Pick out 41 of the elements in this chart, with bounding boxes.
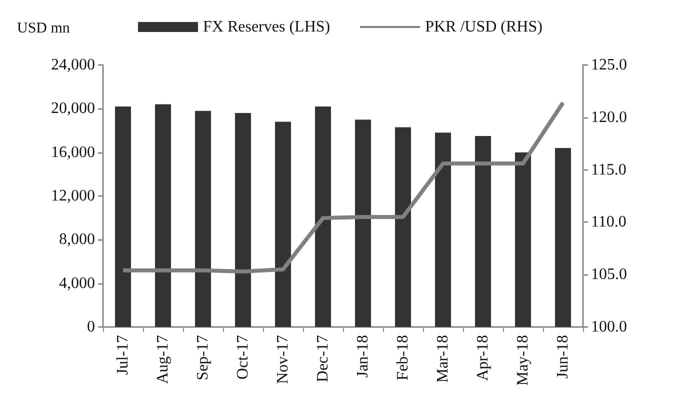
line-series xyxy=(121,100,565,274)
bar xyxy=(115,106,131,327)
x-tick-label: Mar-18 xyxy=(434,335,452,383)
y2-tick-label: 120.0 xyxy=(591,108,627,126)
bar xyxy=(555,148,571,327)
y2-tick-label: 105.0 xyxy=(591,266,627,284)
bar xyxy=(195,110,211,327)
y-tick-label: 0 xyxy=(87,318,95,336)
x-tick-label: Apr-18 xyxy=(474,335,492,381)
y2-tick-label: 115.0 xyxy=(591,161,626,178)
bar xyxy=(355,120,371,327)
y-tick-label: 20,000 xyxy=(51,100,95,118)
x-tick-label: May-18 xyxy=(514,335,532,386)
x-tick-label: Feb-18 xyxy=(394,335,412,380)
y-tick-label: 16,000 xyxy=(51,144,95,161)
x-tick-label: Oct-17 xyxy=(234,335,252,380)
y-tick-label: 12,000 xyxy=(51,188,95,204)
x-tick-label: Nov-17 xyxy=(274,335,292,384)
bar xyxy=(395,127,411,327)
x-tick-label: Aug-17 xyxy=(154,335,172,384)
y2-tick-label: 125.0 xyxy=(591,56,627,74)
legend-label: FX Reserves (LHS) xyxy=(203,18,330,36)
y-tick-label: 8,000 xyxy=(59,231,95,248)
y2-tick-label: 110.0 xyxy=(591,214,626,231)
x-tick-label: Jan-18 xyxy=(354,335,372,378)
y-tick-label: 24,000 xyxy=(51,56,95,74)
legend-label: PKR /USD (RHS) xyxy=(425,18,542,36)
bar xyxy=(475,136,491,327)
bar xyxy=(275,122,291,327)
x-tick-label: Jul-17 xyxy=(114,335,132,375)
x-tick-label: Jun-18 xyxy=(554,335,572,379)
y-tick-label: 4,000 xyxy=(59,274,95,292)
bar xyxy=(235,113,251,327)
bar xyxy=(435,132,451,327)
x-tick-label: Sep-17 xyxy=(194,335,212,380)
y2-tick-label: 100.0 xyxy=(591,318,627,336)
bar xyxy=(515,152,531,327)
x-tick-label: Dec-17 xyxy=(314,335,332,382)
y-axis-title: USD mn xyxy=(17,20,70,36)
bar xyxy=(315,106,331,327)
bar xyxy=(155,104,171,327)
